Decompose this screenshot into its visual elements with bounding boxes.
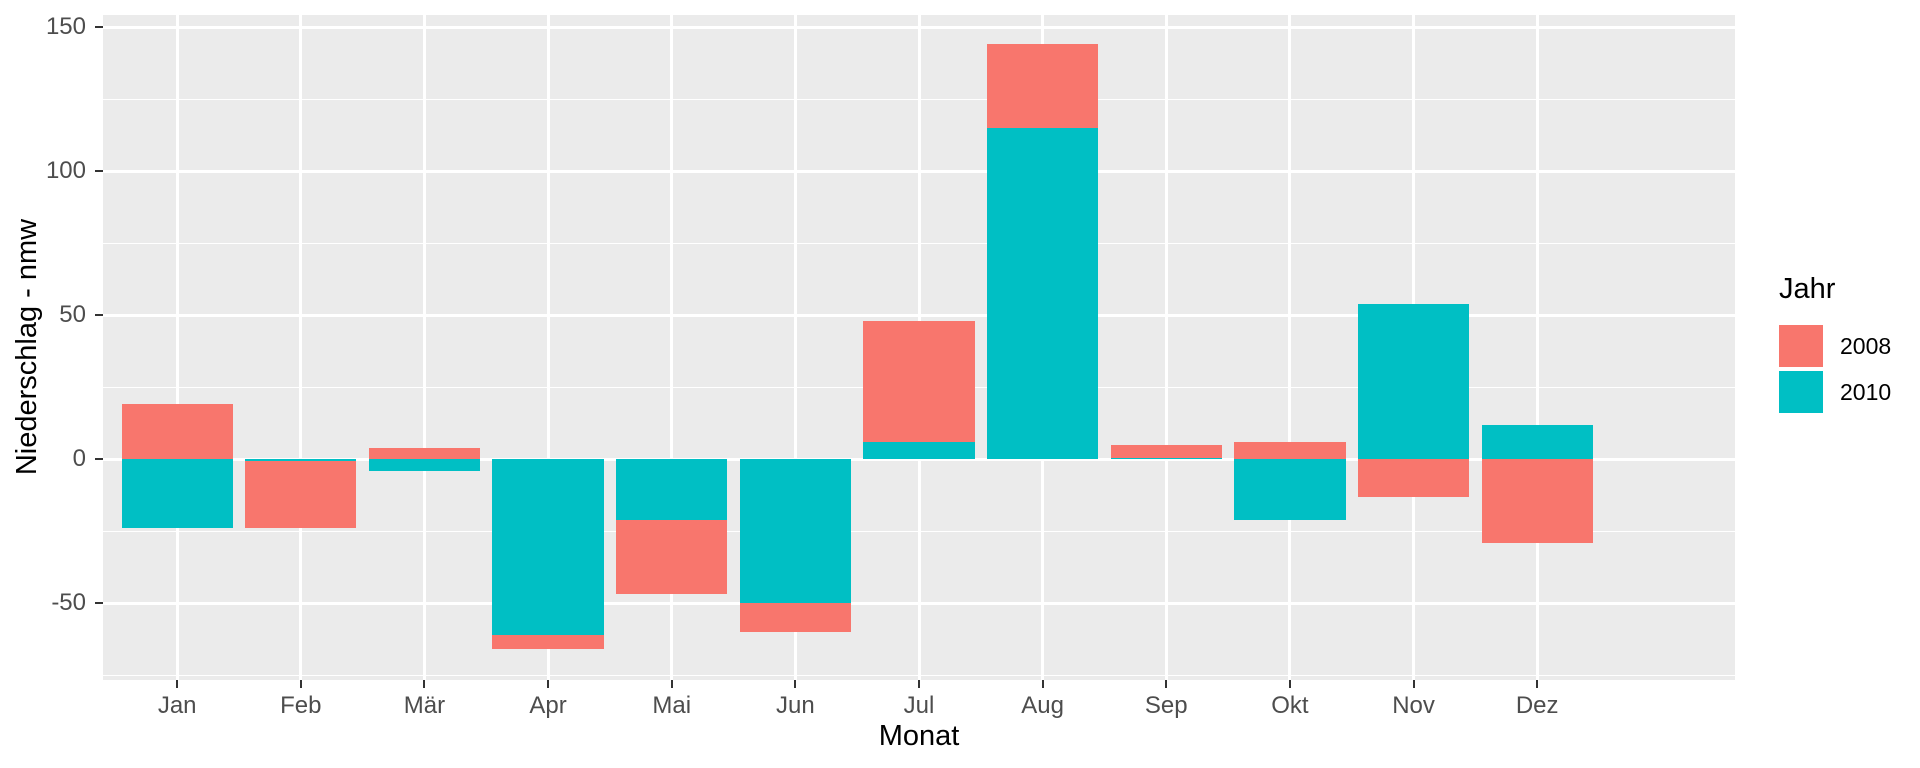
y-axis-tick: [95, 602, 103, 605]
bar-segment-Aug-2010: [987, 127, 1099, 460]
gridline-major-x: [1288, 15, 1292, 680]
gridline-major-x: [793, 15, 797, 680]
bar-segment-Nov-2008: [1357, 459, 1470, 497]
bar-segment-Mär-2008: [368, 447, 481, 460]
x-axis-title: Monat: [878, 720, 960, 752]
legend-key-2010: [1779, 371, 1823, 413]
bar-segment-Jul-2008: [863, 320, 975, 442]
x-tick-label: Jul: [903, 692, 935, 719]
bar-segment-Mai-2008: [616, 519, 728, 595]
y-tick-label: 150: [45, 13, 86, 41]
bar-segment-Apr-2010: [492, 459, 604, 635]
bar-segment-Okt-2010: [1234, 459, 1346, 520]
y-axis-tick: [95, 314, 103, 317]
x-tick-label: Apr: [529, 692, 567, 719]
y-tick-label: -50: [51, 589, 86, 617]
bar-segment-Feb-2010: [245, 459, 357, 461]
gridline-major-x: [1535, 15, 1539, 680]
legend-key-2008: [1779, 325, 1823, 367]
y-tick-label: 50: [59, 301, 86, 329]
gridline-major-x: [299, 15, 303, 680]
bar-segment-Dez-2008: [1481, 459, 1593, 543]
x-axis-tick: [1041, 680, 1044, 688]
bar-segment-Aug-2008: [987, 44, 1099, 128]
legend-label-2008: 2008: [1840, 333, 1892, 359]
x-tick-label: Aug: [1021, 692, 1064, 719]
y-axis-title: Niederschlag - nmw: [11, 218, 43, 476]
x-tick-label: Mai: [652, 692, 692, 719]
x-axis-tick: [1165, 680, 1168, 688]
gridline-major-x: [1164, 15, 1168, 680]
bar-segment-Dez-2010: [1481, 424, 1593, 460]
x-axis-tick: [547, 680, 550, 688]
legend-label-2010: 2010: [1840, 379, 1892, 405]
x-tick-label: Mär: [403, 692, 446, 719]
legend-title: Jahr: [1779, 273, 1836, 305]
x-tick-label: Sep: [1144, 692, 1188, 719]
bar-segment-Nov-2010: [1357, 303, 1470, 460]
plot-panel: [103, 15, 1735, 680]
gridline-major-x: [175, 15, 179, 680]
x-axis-tick: [670, 680, 673, 688]
x-axis-tick: [299, 680, 302, 688]
bar-segment-Jul-2010: [863, 441, 975, 460]
gridline-major-x: [670, 15, 674, 680]
x-axis-tick: [176, 680, 179, 688]
bar-segment-Mai-2010: [616, 459, 728, 520]
x-tick-label: Jun: [776, 692, 815, 719]
bar-segment-Jun-2010: [739, 459, 851, 604]
x-tick-label: Feb: [280, 692, 322, 719]
x-axis-tick: [1536, 680, 1539, 688]
y-axis-tick: [95, 26, 103, 29]
bar-segment-Mär-2010: [368, 459, 481, 471]
bar-segment-Feb-2008: [245, 460, 357, 529]
y-axis-tick: [95, 458, 103, 461]
gridline-major-x: [422, 15, 426, 680]
bar-segment-Apr-2008: [492, 634, 604, 650]
x-axis-tick: [1288, 680, 1291, 688]
x-axis-tick: [423, 680, 426, 688]
y-tick-label: 0: [72, 445, 86, 473]
bar-segment-Sep-2010: [1110, 457, 1222, 460]
x-axis-tick: [918, 680, 920, 688]
x-tick-label: Dez: [1515, 692, 1559, 719]
x-tick-label: Nov: [1392, 692, 1435, 719]
bar-segment-Jan-2008: [121, 404, 233, 460]
x-axis-tick: [1412, 680, 1415, 688]
y-axis-tick: [95, 170, 103, 173]
x-tick-label: Okt: [1271, 692, 1309, 719]
bar-segment-Jan-2010: [121, 459, 233, 529]
y-tick-label: 100: [45, 157, 86, 185]
bar-segment-Okt-2008: [1234, 441, 1346, 460]
gridline-major-x: [546, 15, 550, 680]
x-tick-label: Jan: [157, 692, 197, 719]
x-axis-tick: [794, 680, 797, 688]
bar-segment-Jun-2008: [739, 603, 851, 632]
bar-segment-Sep-2008: [1110, 444, 1222, 458]
